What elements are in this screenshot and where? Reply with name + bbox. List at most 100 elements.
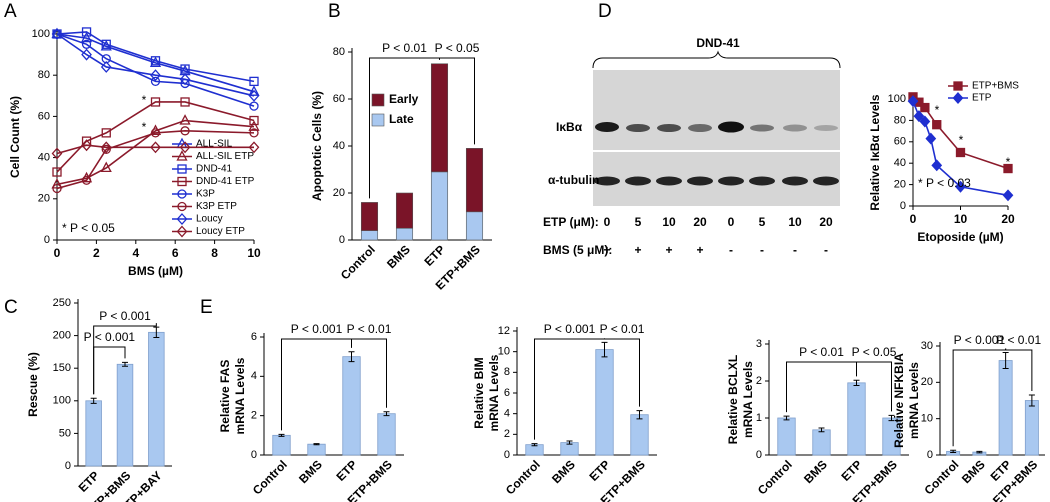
error-bar xyxy=(348,351,355,363)
point xyxy=(180,126,190,136)
legend-label: ALL-SIL ETP xyxy=(196,151,254,162)
point xyxy=(150,56,161,66)
point xyxy=(100,141,112,154)
y-tick-label: 0 xyxy=(251,449,257,461)
bms-dose: + xyxy=(665,243,672,257)
bms-dose: + xyxy=(603,243,610,257)
annotation: P < 0.01 xyxy=(347,322,392,336)
error-bar xyxy=(153,326,160,339)
point xyxy=(179,141,191,154)
y-tick-label: 100 xyxy=(53,395,71,407)
bms-dose: - xyxy=(824,243,828,257)
y-tick-label: 1 xyxy=(756,412,762,424)
significance-bracket xyxy=(369,57,440,199)
legend-label: ETP xyxy=(972,93,992,104)
point xyxy=(81,139,92,152)
y-tick-label: 40 xyxy=(894,157,906,169)
y-tick-label: 4 xyxy=(504,408,510,420)
bar xyxy=(812,429,831,456)
series-line xyxy=(56,33,255,97)
panel-letter: A xyxy=(4,1,17,22)
point xyxy=(955,147,966,158)
legend-label: Loucy ETP xyxy=(196,226,245,237)
legend-label: DND-41 ETP xyxy=(196,176,255,187)
y-axis-label: Relative NFKBIA xyxy=(892,353,906,448)
bar-segment xyxy=(395,192,414,229)
significance-bracket xyxy=(604,338,640,407)
error-bar xyxy=(566,440,573,445)
point xyxy=(249,101,259,111)
y-tick-label: 250 xyxy=(53,297,71,309)
bms-dose: - xyxy=(760,243,764,257)
significance-bracket xyxy=(281,338,352,431)
x-tick-label: 2 xyxy=(93,246,100,260)
point xyxy=(907,95,919,108)
point xyxy=(925,132,937,145)
panel-letter: B xyxy=(328,1,341,22)
point xyxy=(81,39,92,49)
y-tick-label: 0 xyxy=(65,460,71,472)
legend-label: Loucy xyxy=(196,214,223,225)
etp-dose: 5 xyxy=(759,215,766,229)
blot-row-label: IκBα xyxy=(556,120,583,134)
error-bar xyxy=(531,443,538,447)
bar-segment xyxy=(430,171,449,241)
y-axis-label: Rescue (%) xyxy=(26,352,40,417)
point xyxy=(179,73,191,86)
y-tick-label: 3 xyxy=(756,338,762,350)
point xyxy=(81,27,92,37)
significance-bracket xyxy=(1005,348,1033,392)
legend-swatch xyxy=(371,113,385,127)
y-tick-label: 100 xyxy=(32,28,50,40)
y-tick-label: 8 xyxy=(504,366,510,378)
error-bar xyxy=(313,443,320,446)
legend-marker xyxy=(953,81,963,91)
error-bar xyxy=(853,379,860,386)
annotation: * xyxy=(959,133,964,147)
error-bar xyxy=(122,361,128,367)
y-tick-label: 12 xyxy=(498,325,510,337)
y-tick-label: 0 xyxy=(504,449,510,461)
y-tick-label: 80 xyxy=(894,114,906,126)
etp-label: ETP (μM): xyxy=(543,215,599,229)
y-axis-label: mRNA Levels xyxy=(487,354,501,431)
x-tick-label: Control xyxy=(755,457,795,497)
bar xyxy=(342,356,361,456)
point xyxy=(249,76,259,87)
significance-bracket xyxy=(93,323,157,395)
x-tick-label: 0 xyxy=(54,246,61,260)
legend-label: Late xyxy=(389,112,414,126)
point xyxy=(180,97,190,107)
y-tick-label: 40 xyxy=(38,152,50,164)
y-tick-label: 20 xyxy=(894,179,906,191)
point xyxy=(150,69,161,82)
legend-marker xyxy=(176,225,188,238)
significance-bracket xyxy=(786,361,857,413)
point xyxy=(249,128,259,138)
point xyxy=(180,64,190,74)
point xyxy=(81,175,92,185)
y-tick-label: 6 xyxy=(251,331,257,343)
x-tick-label: 6 xyxy=(172,246,179,260)
y-tick-label: 20 xyxy=(921,376,933,388)
y-tick-label: 0 xyxy=(339,234,345,246)
y-tick-label: 2 xyxy=(251,410,257,422)
annotation: P < 0.01 xyxy=(600,322,645,336)
annotation: * xyxy=(142,120,147,134)
etp-dose: 5 xyxy=(635,215,642,229)
x-tick-label: ETP xyxy=(838,457,864,483)
y-axis-label: mRNA Levels xyxy=(907,362,921,439)
y-tick-label: 40 xyxy=(333,140,345,152)
blot-row-label: α-tubulin xyxy=(548,173,599,187)
x-tick-label: Control xyxy=(250,457,290,497)
bms-dose: - xyxy=(793,243,797,257)
y-axis-label: Relative BCLXL xyxy=(726,355,740,444)
bar-segment xyxy=(430,63,449,173)
bms-label: BMS (5 μM): xyxy=(543,243,612,257)
point xyxy=(150,76,161,87)
annotation: * xyxy=(1006,155,1011,169)
legend-marker xyxy=(177,201,187,212)
western-blot: DND-41 IκBα α-tubulin ETP (μM): BMS (5 μ… xyxy=(543,36,841,257)
etp-dose: 10 xyxy=(788,215,802,229)
error-bar xyxy=(783,415,790,421)
